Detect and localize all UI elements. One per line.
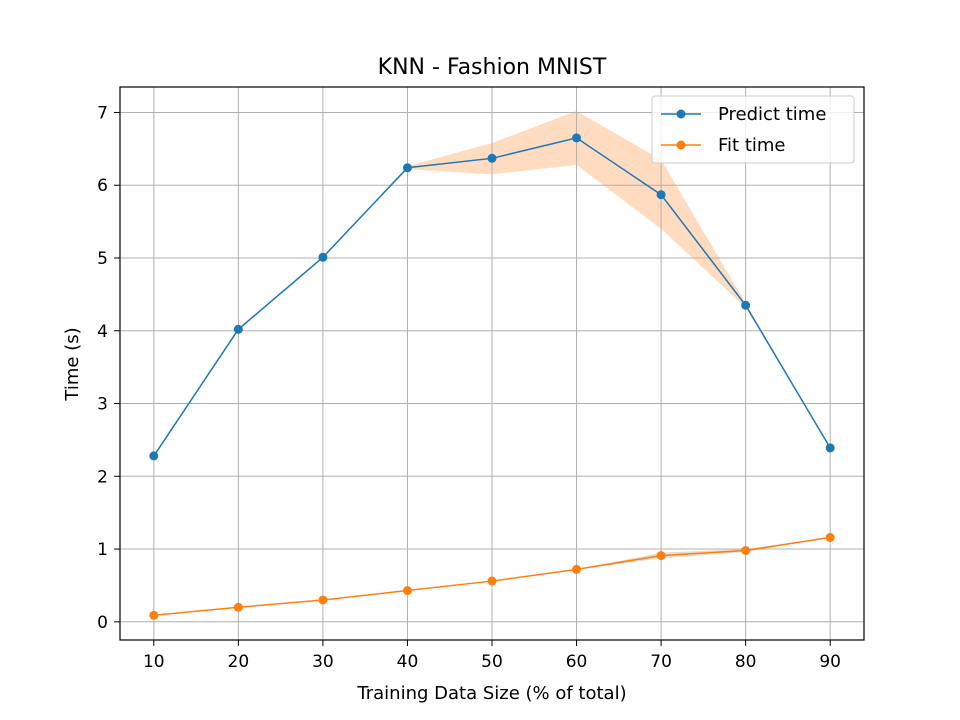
chart-title: KNN - Fashion MNIST	[378, 55, 607, 80]
data-point-fit-time	[572, 564, 582, 574]
data-point-predict-time	[233, 324, 243, 334]
y-tick-label: 1	[97, 540, 108, 560]
y-tick-label: 6	[97, 176, 108, 196]
legend-label-fit-time: Fit time	[718, 135, 786, 156]
data-point-predict-time	[572, 133, 582, 143]
x-axis-ticks: 10 20 30 40 50 60 70 80 90	[143, 640, 841, 672]
x-tick-label: 80	[735, 652, 757, 672]
legend-box	[651, 95, 855, 164]
legend-marker-fit-time	[676, 140, 686, 150]
data-point-fit-time	[825, 532, 835, 542]
data-point-predict-time	[487, 153, 497, 163]
data-point-fit-time	[487, 576, 497, 586]
legend: Predict time Fit time	[651, 95, 855, 164]
y-tick-label: 0	[97, 613, 108, 633]
x-tick-label: 10	[143, 652, 165, 672]
y-tick-label: 2	[97, 467, 108, 487]
x-tick-label: 70	[650, 652, 672, 672]
data-point-fit-time	[318, 595, 328, 605]
legend-marker-predict-time	[676, 109, 686, 119]
data-point-fit-time	[233, 602, 243, 612]
y-tick-label: 4	[97, 322, 108, 342]
y-axis-title: Time (s)	[62, 327, 83, 401]
y-tick-label: 7	[97, 103, 108, 123]
y-tick-label: 3	[97, 395, 108, 415]
data-point-fit-time	[741, 546, 751, 556]
grid-lines	[120, 87, 864, 640]
y-axis-ticks: 0 1 2 3 4 5 6 7	[97, 103, 120, 633]
data-point-predict-time	[656, 190, 666, 200]
x-tick-label: 90	[819, 652, 841, 672]
x-tick-label: 60	[566, 652, 588, 672]
data-point-predict-time	[741, 300, 751, 310]
legend-label-predict-time: Predict time	[718, 104, 826, 125]
data-point-predict-time	[149, 451, 159, 461]
data-point-fit-time	[656, 551, 666, 561]
x-tick-label: 30	[312, 652, 334, 672]
series-points	[149, 133, 835, 620]
x-tick-label: 20	[228, 652, 250, 672]
x-tick-label: 40	[397, 652, 419, 672]
x-tick-label: 50	[481, 652, 503, 672]
y-tick-label: 5	[97, 249, 108, 269]
x-axis-title: Training Data Size (% of total)	[356, 683, 626, 704]
data-point-predict-time	[402, 163, 412, 173]
data-point-predict-time	[825, 443, 835, 453]
data-point-predict-time	[318, 252, 328, 262]
data-point-fit-time	[149, 610, 159, 620]
data-point-fit-time	[402, 586, 412, 596]
